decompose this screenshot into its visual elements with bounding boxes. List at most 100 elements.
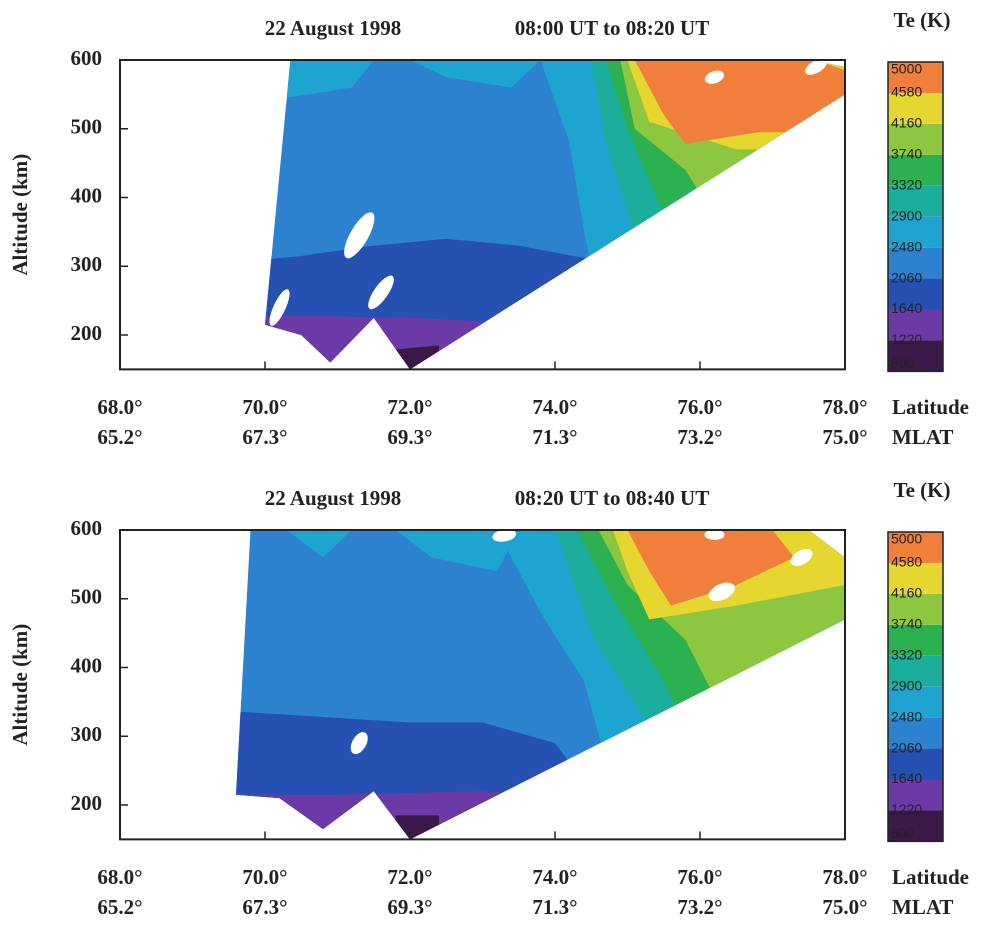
- x-axis-label: Latitude: [892, 865, 969, 889]
- x2-tick-label: 71.3°: [532, 425, 577, 449]
- colorbar-band: [888, 717, 943, 749]
- x2-tick-label: 67.3°: [242, 425, 287, 449]
- colorbar-frame: [887, 61, 944, 373]
- plot-frame: [119, 529, 846, 841]
- no-data: [344, 212, 375, 259]
- colorbar-band: [888, 185, 943, 217]
- colorbar-tick-label: 800: [891, 825, 915, 841]
- contour-region: [236, 791, 555, 840]
- x-tick-label: 70.0°: [242, 865, 287, 889]
- colorbar-tick-label: 2060: [891, 739, 922, 755]
- x-tick-label: 72.0°: [387, 865, 432, 889]
- x2-axis-label: MLAT: [892, 895, 953, 919]
- colorbar-tick-label: 2900: [891, 677, 922, 693]
- colorbar-tick-label: 1220: [891, 801, 922, 817]
- colorbar-band: [888, 655, 943, 687]
- chart-title: 22 August 1998: [265, 16, 402, 40]
- colorbar-tick-label: 3320: [891, 646, 922, 662]
- colorbar-band: [888, 810, 943, 842]
- colorbar-band: [888, 154, 943, 186]
- no-data: [704, 530, 725, 540]
- y-axis-label: Altitude (km): [8, 624, 32, 746]
- y-tick-label: 500: [71, 115, 103, 139]
- colorbar-band: [888, 216, 943, 248]
- colorbar-frame: [887, 531, 944, 843]
- colorbar-tick-label: 3320: [891, 176, 922, 192]
- contour-region: [286, 530, 352, 558]
- colorbar-band: [888, 532, 943, 563]
- contour-region: [265, 315, 555, 370]
- colorbar-tick-label: 2900: [891, 207, 922, 223]
- y-tick-label: 300: [71, 722, 103, 746]
- no-data: [269, 289, 290, 326]
- y-tick-label: 200: [71, 321, 103, 345]
- colorbar-band: [888, 278, 943, 310]
- colorbar-tick-label: 4580: [891, 554, 922, 570]
- colorbar-band: [888, 92, 943, 124]
- colorbar-band: [888, 748, 943, 780]
- colorbar-tick-label: 5000: [891, 531, 922, 547]
- x-axis-label: Latitude: [892, 395, 969, 419]
- no-data: [790, 548, 813, 567]
- contour-region: [395, 530, 519, 572]
- y-tick-label: 200: [71, 791, 103, 815]
- x2-tick-label: 69.3°: [387, 895, 432, 919]
- colorbar-tick-label: 1640: [891, 770, 922, 786]
- chart-subtitle: 08:20 UT to 08:40 UT: [515, 486, 709, 510]
- x2-tick-label: 65.2°: [97, 895, 142, 919]
- colorbar-tick-label: 5000: [891, 61, 922, 77]
- colorbar-tick-label: 2480: [891, 708, 922, 724]
- x2-tick-label: 69.3°: [387, 425, 432, 449]
- contour-region: [634, 60, 845, 144]
- contour-region: [395, 815, 439, 840]
- y-axis-label: Altitude (km): [8, 154, 32, 276]
- chart-title: 22 August 1998: [265, 486, 402, 510]
- no-data: [805, 60, 827, 75]
- contour-region: [627, 530, 795, 606]
- x2-tick-label: 71.3°: [532, 895, 577, 919]
- x2-tick-label: 67.3°: [242, 895, 287, 919]
- x2-tick-label: 75.0°: [822, 425, 867, 449]
- contour-region: [286, 60, 374, 98]
- colorbar-label: Te (K): [894, 8, 951, 32]
- x-tick-label: 72.0°: [387, 395, 432, 419]
- colorbar-tick-label: 1220: [891, 331, 922, 347]
- x-tick-label: 74.0°: [532, 865, 577, 889]
- colorbar-band: [888, 686, 943, 718]
- colorbar-tick-label: 800: [891, 355, 915, 371]
- y-tick-label: 300: [71, 252, 103, 276]
- colorbar-tick-label: 2480: [891, 238, 922, 254]
- x-tick-label: 70.0°: [242, 395, 287, 419]
- y-tick-label: 600: [71, 516, 103, 540]
- y-tick-label: 500: [71, 585, 103, 609]
- x2-axis-label: MLAT: [892, 425, 953, 449]
- y-tick-label: 400: [71, 183, 103, 207]
- contour-region: [410, 60, 541, 88]
- x-tick-label: 68.0°: [97, 865, 142, 889]
- colorbar-tick-label: 4160: [891, 115, 922, 131]
- colorbar-band: [888, 779, 943, 811]
- colorbar-band: [888, 340, 943, 372]
- no-data: [368, 275, 394, 310]
- y-tick-label: 600: [71, 46, 103, 70]
- x2-tick-label: 75.0°: [822, 895, 867, 919]
- x-tick-label: 76.0°: [677, 865, 722, 889]
- colorbar-tick-label: 2060: [891, 269, 922, 285]
- colorbar-tick-label: 1640: [891, 300, 922, 316]
- colorbar-tick-label: 3740: [891, 616, 922, 632]
- colorbar-band: [888, 624, 943, 656]
- x-tick-label: 78.0°: [822, 865, 867, 889]
- no-data: [492, 530, 517, 542]
- x-tick-label: 76.0°: [677, 395, 722, 419]
- x-tick-label: 74.0°: [532, 395, 577, 419]
- x2-tick-label: 73.2°: [677, 895, 722, 919]
- x2-tick-label: 65.2°: [97, 425, 142, 449]
- colorbar-band: [888, 247, 943, 279]
- no-data: [708, 582, 735, 602]
- colorbar-tick-label: 4160: [891, 585, 922, 601]
- plot-frame: [119, 59, 846, 371]
- colorbar-band: [888, 309, 943, 341]
- colorbar-label: Te (K): [894, 478, 951, 502]
- x-tick-label: 78.0°: [822, 395, 867, 419]
